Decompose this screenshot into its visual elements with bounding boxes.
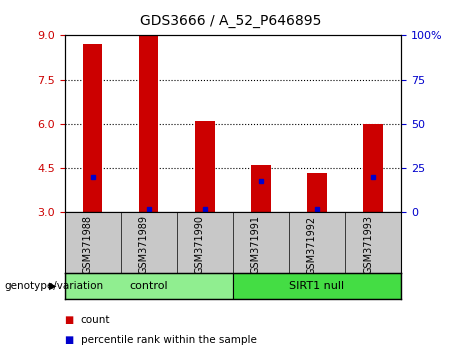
Text: GSM371993: GSM371993 — [363, 215, 373, 274]
Text: GSM371989: GSM371989 — [139, 215, 148, 274]
Bar — [195, 121, 214, 212]
Bar — [307, 173, 327, 212]
Text: GSM371990: GSM371990 — [195, 215, 205, 274]
Text: GSM371992: GSM371992 — [307, 215, 317, 275]
Bar — [65, 273, 233, 299]
Bar — [83, 44, 102, 212]
Text: count: count — [81, 315, 110, 325]
Text: ■: ■ — [65, 335, 74, 345]
Bar — [363, 124, 383, 212]
Text: percentile rank within the sample: percentile rank within the sample — [81, 335, 257, 345]
Text: GSM371988: GSM371988 — [83, 215, 93, 274]
Text: ■: ■ — [65, 315, 74, 325]
Text: GDS3666 / A_52_P646895: GDS3666 / A_52_P646895 — [140, 14, 321, 28]
Text: GSM371991: GSM371991 — [251, 215, 261, 274]
Bar — [139, 35, 159, 212]
Text: genotype/variation: genotype/variation — [5, 281, 104, 291]
Bar — [251, 165, 271, 212]
Text: ▶: ▶ — [49, 281, 57, 291]
Text: SIRT1 null: SIRT1 null — [290, 281, 344, 291]
Bar — [233, 273, 401, 299]
Text: control: control — [130, 281, 168, 291]
